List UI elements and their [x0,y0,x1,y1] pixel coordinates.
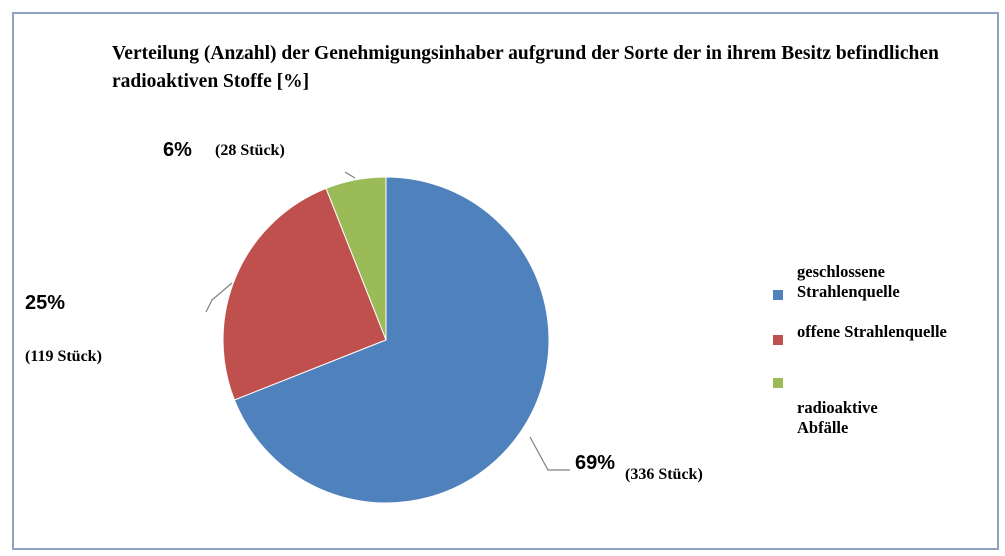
legend-swatch [773,335,783,345]
legend-label: geschlossene Strahlenquelle [797,262,900,301]
pie-slice [233,176,550,504]
frame [12,12,999,550]
data-label: 25% [25,292,66,314]
data-label: 6% [163,139,192,161]
leader-line [205,282,233,313]
count-label: (336 Stück) [625,466,703,483]
pie-slice [222,187,387,401]
chart-title: Verteilung (Anzahl) der Genehmigungsinha… [112,43,939,92]
legend-label: radioaktive Abfälle [797,398,878,437]
leader-line [344,171,356,179]
leader-line [529,436,570,471]
legend-swatch [773,378,783,388]
count-label: (28 Stück) [215,142,285,159]
count-label: (119 Stück) [25,348,102,365]
legend-label: offene Strahlenquelle [797,322,947,341]
data-label: 69% [575,452,616,474]
legend-swatch [773,290,783,300]
